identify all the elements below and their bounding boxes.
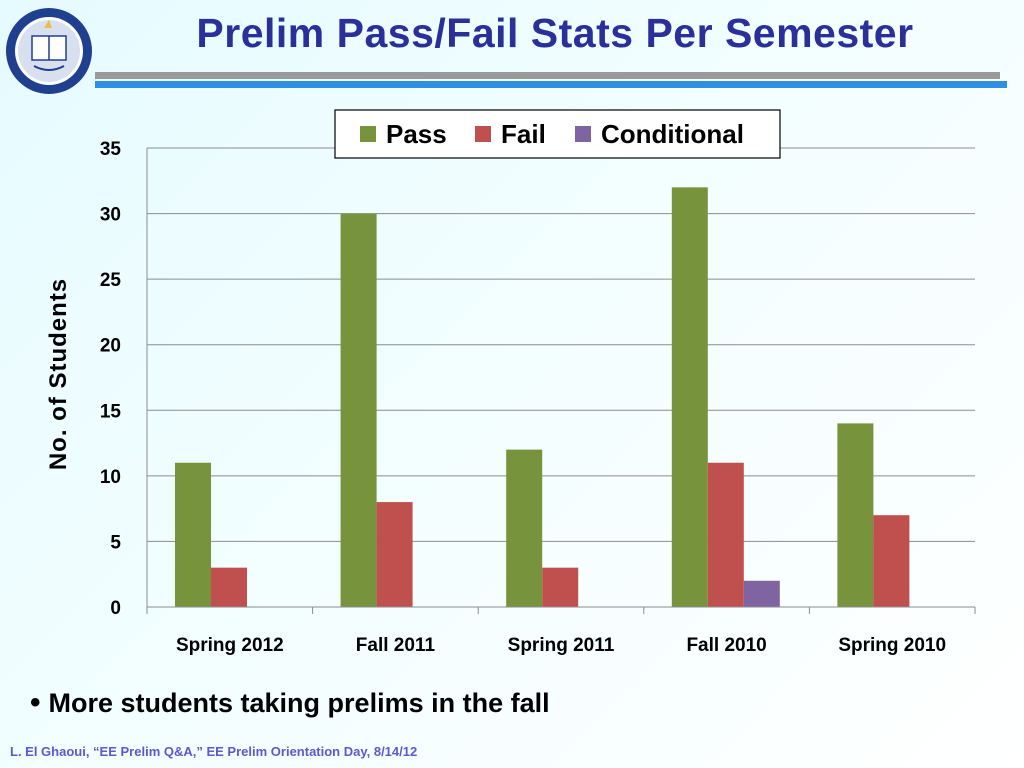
footer-citation: L. El Ghaoui, “EE Prelim Q&A,” EE Prelim…: [10, 744, 418, 759]
bar-pass-2: [506, 449, 543, 607]
legend-label-fail: Fail: [501, 119, 546, 149]
legend-swatch-pass: [360, 126, 376, 142]
x-tick-label: Fall 2010: [686, 635, 766, 656]
university-seal-logo: [6, 8, 92, 94]
page-title: Prelim Pass/Fail Stats Per Semester: [196, 10, 914, 56]
gridlines: [147, 147, 975, 608]
bars: [175, 187, 910, 608]
x-tick-label: Spring 2012: [176, 635, 284, 656]
x-tick-label: Spring 2011: [508, 635, 615, 656]
bar-fail-3: [707, 462, 744, 607]
x-tick-labels: Spring 2012 Fall 2011 Spring 2011 Fall 2010…: [176, 635, 946, 656]
bar-pass-4: [837, 423, 874, 607]
legend-label-pass: Pass: [386, 119, 447, 149]
bullet-text: More students taking prelims in the fall: [48, 688, 550, 718]
bar-pass-0: [175, 462, 211, 607]
title-divider-blue: [95, 81, 1007, 88]
y-tick-label: 0: [110, 598, 121, 619]
y-tick-labels: 0 5 10 15 20 25 30 35: [100, 139, 122, 619]
bar-pass-3: [671, 187, 708, 607]
title-divider-gray: [95, 72, 1000, 79]
bar-fail-1: [376, 502, 413, 607]
x-tick-label: Spring 2010: [838, 635, 946, 656]
y-tick-label: 10: [100, 467, 121, 488]
legend: Pass Fail Conditional: [334, 109, 781, 159]
axes: [146, 148, 976, 614]
bar-conditional-3: [743, 580, 780, 607]
x-tick-label: Fall 2011: [356, 635, 436, 656]
y-tick-label: 25: [100, 270, 122, 291]
bar-fail-2: [542, 567, 579, 607]
y-tick-label: 35: [100, 139, 122, 160]
y-tick-label: 15: [100, 401, 122, 422]
y-tick-label: 5: [110, 532, 121, 553]
legend-label-conditional: Conditional: [601, 119, 744, 149]
bullet-point: • More students taking prelims in the fal…: [30, 686, 550, 719]
legend-swatch-conditional: [575, 126, 591, 142]
legend-swatch-fail: [475, 126, 491, 142]
y-tick-label: 20: [100, 336, 121, 357]
bar-pass-1: [340, 213, 377, 608]
bar-fail-4: [873, 515, 910, 607]
y-tick-label: 30: [100, 205, 121, 226]
bar-fail-0: [211, 567, 247, 607]
y-axis-label: No. of Students: [45, 278, 72, 470]
